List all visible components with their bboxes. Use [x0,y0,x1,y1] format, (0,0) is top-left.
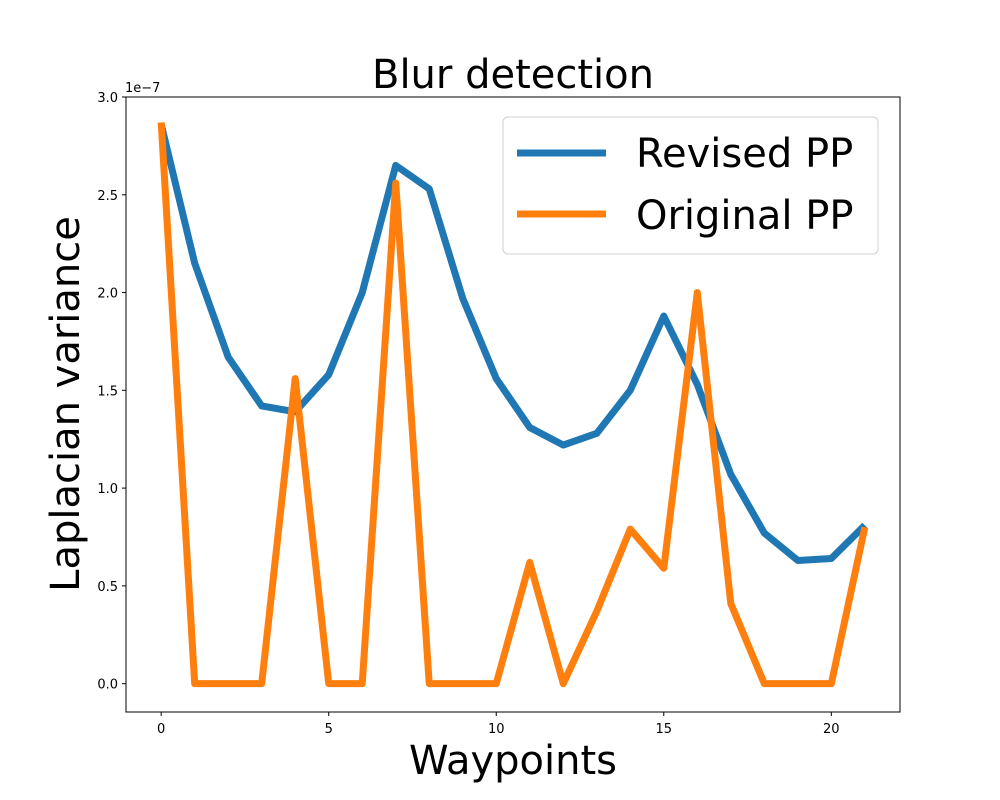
series-line-original-pp [157,122,869,688]
plot-area: 0 5 10 15 20 0.0 0.5 1.0 1.5 2.0 2.5 3.0 [97,91,901,737]
legend-label-original-pp: Original PP [636,193,853,239]
x-tick-label: 0 [157,722,165,737]
x-tick-label: 10 [488,722,505,737]
x-tick-label: 20 [823,722,840,737]
legend: Revised PP Original PP [502,116,879,255]
y-tick-label: 0.5 [97,580,118,595]
y-axis-title: Laplacian variance [43,216,89,592]
plot-frame [125,96,901,713]
chart-title: Blur detection [372,52,654,98]
x-axis-title: Waypoints [409,738,617,784]
x-tick-label: 15 [656,722,673,737]
y-tick-label: 1.5 [97,384,118,399]
legend-label-revised-pp: Revised PP [636,131,853,177]
y-tick-label: 3.0 [97,91,118,106]
y-tick-label: 2.5 [97,189,118,204]
x-tick-label: 5 [325,722,333,737]
y-offset-label: 1e−7 [125,81,160,96]
y-tick-label: 2.0 [97,287,118,302]
y-tick-label: 1.0 [97,482,118,497]
y-tick-label: 0.0 [97,678,118,693]
series-line-revised-pp [157,123,868,564]
